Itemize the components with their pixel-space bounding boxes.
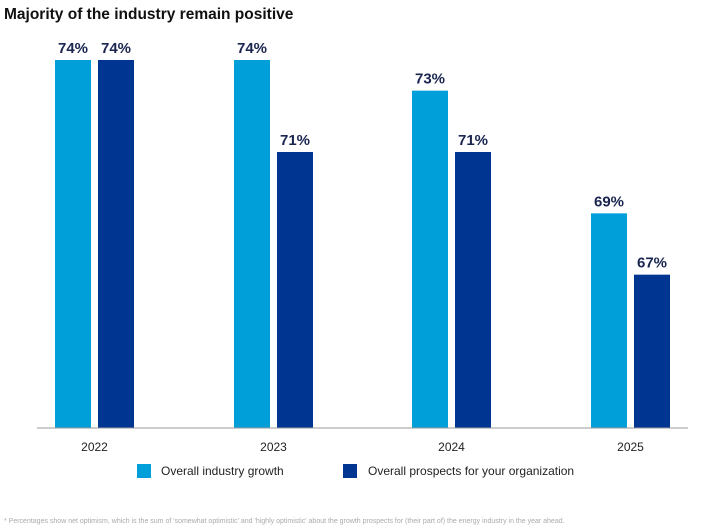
data-label-2023-industry-growth: 74% xyxy=(237,40,267,57)
data-label-2022-organization-prospects: 74% xyxy=(101,40,131,57)
bar-2022-organization-prospects xyxy=(98,60,134,428)
legend: Overall industry growth Overall prospect… xyxy=(137,464,574,478)
legend-swatch-organization-prospects xyxy=(343,464,357,478)
bar-2025-organization-prospects xyxy=(634,274,670,428)
bar-2025-industry-growth xyxy=(591,213,627,428)
x-tick-label-2022: 2022 xyxy=(81,440,108,454)
bar-2024-industry-growth xyxy=(412,90,448,429)
x-tick-labels: 2022 2023 2024 2025 xyxy=(81,440,644,454)
x-tick-label-2023: 2023 xyxy=(260,440,287,454)
data-label-2025-industry-growth: 69% xyxy=(594,193,624,210)
bars-group: 74% 74% 74% 71% 73% 71% 69% 67% xyxy=(55,40,670,429)
bar-2024-organization-prospects xyxy=(455,152,491,428)
legend-swatch-industry-growth xyxy=(137,464,151,478)
chart-title: Majority of the industry remain positive xyxy=(4,6,294,23)
legend-label-industry-growth: Overall industry growth xyxy=(161,464,284,478)
data-label-2022-industry-growth: 74% xyxy=(58,40,88,57)
bar-2023-industry-growth xyxy=(234,60,270,428)
bar-2023-organization-prospects xyxy=(277,152,313,428)
data-label-2024-organization-prospects: 71% xyxy=(458,132,488,149)
x-tick-label-2024: 2024 xyxy=(438,440,465,454)
data-label-2025-organization-prospects: 67% xyxy=(637,255,667,272)
footnote: * Percentages show net optimism, which i… xyxy=(4,518,565,525)
data-label-2024-industry-growth: 73% xyxy=(415,71,445,88)
data-label-2023-organization-prospects: 71% xyxy=(280,132,310,149)
legend-label-organization-prospects: Overall prospects for your organization xyxy=(368,464,574,478)
bar-2022-industry-growth xyxy=(55,60,91,428)
x-tick-label-2025: 2025 xyxy=(617,440,644,454)
